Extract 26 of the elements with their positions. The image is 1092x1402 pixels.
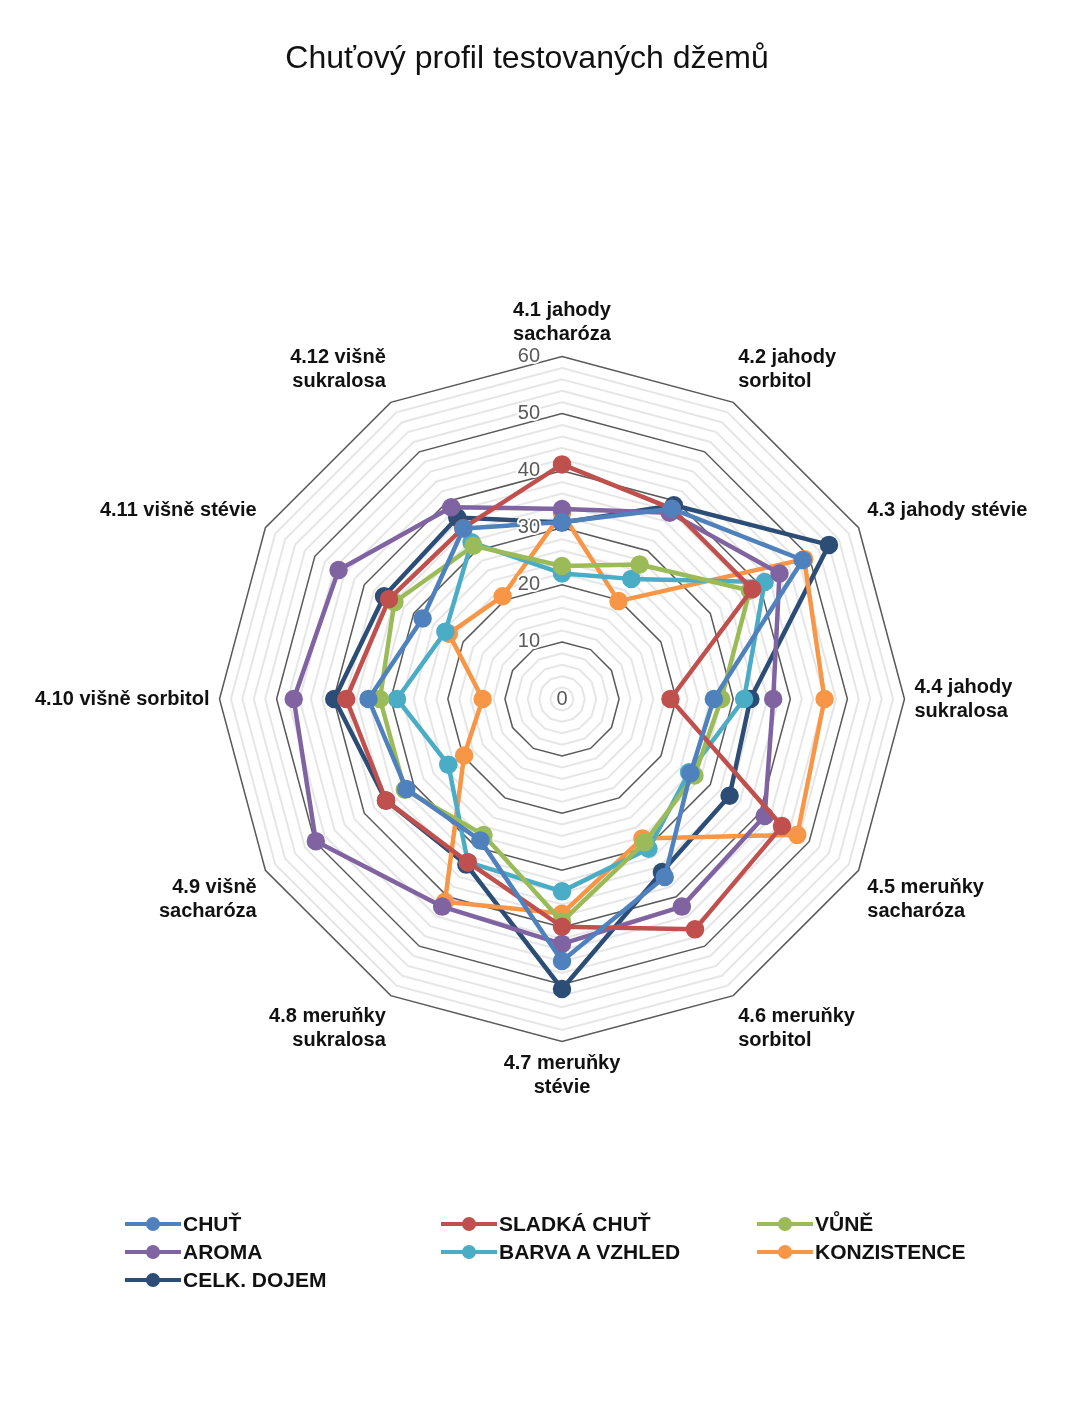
spoke-label: 4.11 višně stévie [99, 498, 257, 521]
spoke-label: 4.6 meruňky sorbitol [738, 1003, 856, 1050]
spoke-label: 4.10 višně sorbitol [35, 686, 210, 709]
y-tick-label: 20 [517, 572, 540, 595]
y-tick-label: 50 [517, 401, 540, 424]
spoke-label: 4.2 jahody sorbitol [738, 345, 837, 392]
spoke-label: 4.4 jahody sukralosa [914, 674, 1014, 721]
legend-label: SLADKÁ CHUŤ [499, 1212, 651, 1236]
y-tick-label: 60 [517, 344, 540, 367]
spoke-label: 4.7 meruňky stévie [503, 1051, 622, 1097]
legend-label: CHUŤ [183, 1212, 242, 1236]
legend-label: AROMA [183, 1240, 263, 1264]
y-tick-label: 10 [517, 629, 540, 652]
legend-label: CELK. DOJEM [183, 1268, 327, 1292]
spoke-label: 4.3 jahody stévie [867, 498, 1028, 521]
spoke-label: 4.9 višně sacharóza [158, 874, 258, 921]
legend-label: KONZISTENCE [815, 1240, 966, 1264]
spoke-label: 4.5 meruňky sacharóza [867, 874, 985, 921]
legend-label: BARVA A VZHLED [499, 1240, 681, 1264]
spoke-label: 4.12 višně sukralosa [290, 345, 387, 392]
spoke-label: 4.8 meruňky sukralosa [269, 1003, 387, 1050]
spoke-label: 4.1 jahody sacharóza [513, 298, 612, 345]
legend-label: VŮNĚ [815, 1212, 874, 1236]
chart-title: Chuťový profil testovaných džemů [285, 39, 769, 76]
y-tick-label: 0 [556, 686, 568, 709]
y-tick-label: 40 [517, 458, 540, 481]
